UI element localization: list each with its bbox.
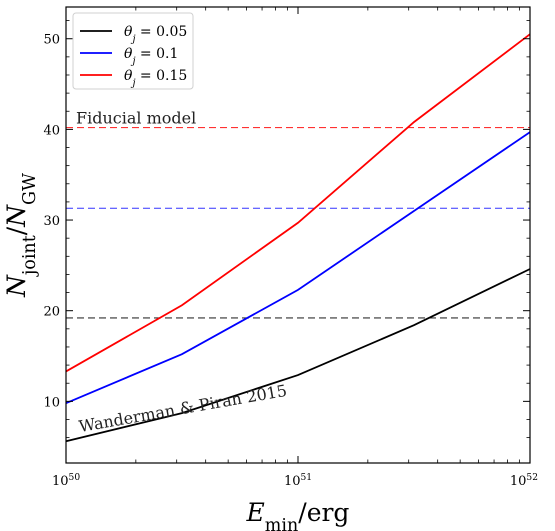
legend-label-0: θj = 0.05 [124, 24, 187, 45]
plot-frame [65, 6, 531, 464]
legend-label-2: θj = 0.15 [124, 68, 187, 89]
x-tick-label-0: 1050 [52, 473, 80, 489]
series-line-0 [65, 268, 531, 443]
y-tick-label-1: 20 [43, 305, 60, 320]
x-axis-title: Emin/erg [246, 498, 350, 531]
legend-label-1: θj = 0.1 [124, 46, 178, 67]
x-tick-label-1: 1051 [284, 473, 312, 489]
annotation-fiducial-model: Fiducial model [76, 109, 196, 128]
series-line-1 [65, 131, 531, 404]
y-tick-label-3: 40 [43, 123, 60, 138]
y-tick-label-4: 50 [43, 33, 60, 48]
series-line-2 [65, 33, 531, 373]
y-tick-label-2: 30 [43, 214, 60, 229]
x-tick-label-2: 1052 [510, 473, 538, 489]
y-tick-label-0: 10 [43, 395, 60, 410]
legend-box [72, 12, 194, 90]
annotation-wanderman-piran: Wanderman & Piran 2015 [77, 381, 288, 436]
y-axis-title: Njoint/NGW [2, 173, 40, 298]
